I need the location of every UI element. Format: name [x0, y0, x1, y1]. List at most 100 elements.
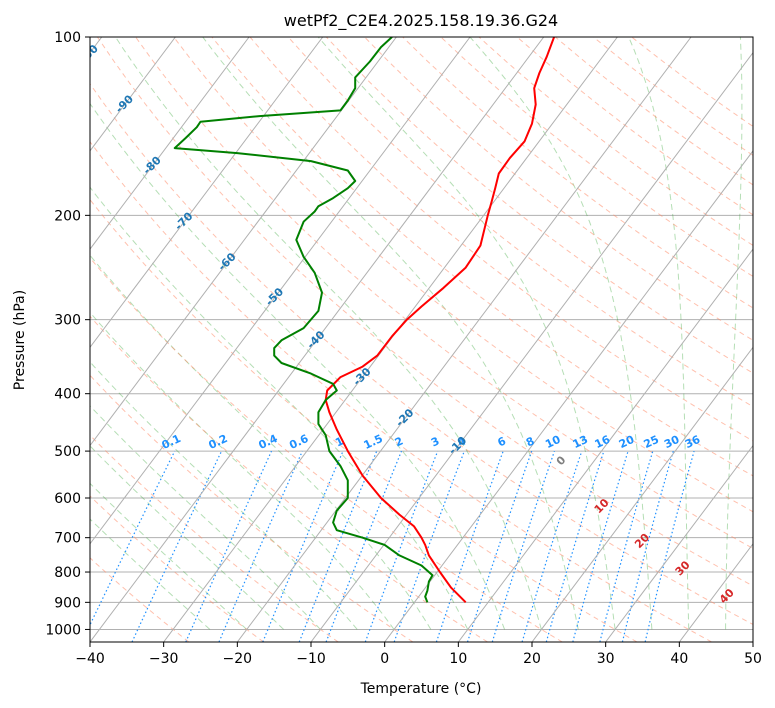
dry-adiabat-line [364, 37, 753, 341]
y-tick-label: 800 [54, 565, 81, 581]
y-axis: 100 200 300 400 500 600 700 800 900 1000 [45, 30, 90, 638]
mixing-ratio-label: 0.6 [287, 432, 310, 452]
moist-adiabat-label: 30 [673, 558, 693, 578]
mixing-ratio-label: 16 [593, 433, 613, 451]
dry-adiabat-line [96, 37, 753, 587]
mixing-ratio-label: 0.2 [206, 432, 229, 452]
isotherm-line [605, 444, 753, 642]
mixing-ratio-label: 36 [683, 433, 703, 451]
moist-adiabat-line [90, 482, 248, 630]
isotherm-line [90, 37, 545, 642]
moist-adiabat-line [469, 37, 653, 630]
dry-adiabat-line [478, 37, 753, 246]
moist-adiabat-line [90, 186, 469, 630]
mixing-ratio-line [185, 450, 273, 642]
isotherm-line [531, 346, 753, 642]
x-axis-label: Temperature (°C) [360, 681, 482, 697]
mixing-ratio-label: 3 [429, 434, 441, 449]
dry-adiabat-line [90, 257, 563, 642]
isotherm-line [752, 641, 753, 642]
mixing-ratio-line [545, 450, 605, 642]
y-tick-label: 700 [54, 531, 81, 547]
isotherm-line [310, 51, 753, 642]
x-tick-label: 0 [380, 651, 389, 667]
mixing-ratio-line [621, 450, 674, 642]
isotherm-label: -50 [263, 285, 286, 308]
mixing-ratio-lines [90, 450, 695, 642]
x-axis: −40 −30 −20 −10 0 10 20 30 40 50 [75, 642, 762, 667]
y-tick-label: 900 [54, 595, 81, 611]
x-tick-label: −30 [149, 651, 179, 667]
temperature-line [324, 37, 556, 604]
grid-lines [90, 37, 753, 630]
moist-adiabat-line [90, 518, 211, 630]
isotherm-line [236, 37, 692, 642]
x-tick-label: 10 [449, 651, 467, 667]
x-tick-label: 50 [744, 651, 762, 667]
dry-adiabat-line [90, 198, 638, 642]
mixing-ratio-line [364, 450, 439, 642]
y-tick-label: 100 [54, 30, 81, 46]
y-tick-label: 1000 [45, 622, 81, 638]
y-tick-label: 600 [54, 491, 81, 507]
isotherm-label: -40 [304, 328, 327, 351]
mixing-ratio-line [572, 450, 629, 642]
isotherm-line [90, 37, 471, 545]
mixing-ratio-line [393, 450, 465, 642]
isotherm-line [457, 248, 753, 642]
line-labels: 0.1 0.2 0.4 0.6 1 1.5 2 3 4 6 8 10 13 16 20 25 30 36-100-… [72, 42, 737, 606]
mixing-ratio-label: 10 [543, 433, 563, 451]
moist-adiabats [90, 37, 775, 630]
dry-adiabat-line [90, 83, 753, 625]
moist-adiabat-line [762, 37, 775, 629]
isotherm-label: -60 [215, 250, 238, 273]
y-axis-label: Pressure (hPa) [12, 290, 28, 390]
moist-adiabat-line [90, 102, 506, 630]
mixing-ratio-label: 0.4 [256, 432, 279, 452]
sounding-series [173, 37, 556, 604]
isotherm-line [90, 37, 176, 152]
isotherm-line [90, 37, 397, 447]
moist-adiabat-line [90, 311, 395, 630]
mixing-ratio-label: 1.5 [362, 432, 385, 452]
dry-adiabat-line [90, 495, 264, 642]
dry-adiabat-line [440, 37, 753, 278]
dry-adiabats [90, 37, 753, 642]
y-tick-label: 300 [54, 313, 81, 329]
isotherm-line [678, 542, 753, 642]
skewed-isotherms [90, 37, 753, 642]
mixing-ratio-label: 13 [571, 433, 590, 451]
mixing-ratio-label: 6 [495, 434, 508, 449]
mixing-ratio-line [218, 450, 303, 642]
mixing-ratio-line [90, 450, 176, 627]
moist-adiabat-line [317, 37, 616, 630]
moist-adiabat-line [628, 37, 690, 630]
moist-adiabat-label: 40 [717, 586, 737, 606]
chart-title: wetPf2_C2E4.2025.158.19.36.G24 [284, 11, 558, 31]
isotherm-label: -80 [140, 154, 163, 177]
dry-adiabat-line [402, 37, 753, 309]
mixing-ratio-line [435, 450, 504, 642]
mixing-ratio-line [466, 450, 533, 642]
mixing-ratio-line [491, 450, 555, 642]
moist-adiabat-label: 20 [632, 531, 652, 551]
dry-adiabat-line [90, 374, 414, 642]
x-tick-label: 40 [670, 651, 688, 667]
isotherm-label: -20 [393, 406, 416, 429]
isotherm-label: -100 [72, 42, 101, 71]
moist-adiabat-line [90, 254, 432, 630]
isotherm-label: -30 [350, 365, 373, 388]
dry-adiabat-line [211, 37, 753, 477]
moist-adiabat-line [90, 445, 284, 630]
y-tick-label: 200 [54, 208, 81, 224]
isotherm-label: -90 [113, 92, 136, 115]
mixing-ratio-label: 30 [662, 433, 682, 451]
x-tick-label: 30 [597, 651, 615, 667]
mixing-ratio-label: 20 [617, 433, 637, 451]
mixing-ratio-line [325, 450, 403, 642]
dry-adiabat-line [287, 37, 753, 408]
isotherm-line [90, 37, 250, 250]
moist-adiabat-line [115, 37, 542, 630]
mixing-ratio-label: 0.1 [160, 432, 183, 452]
isotherm-line [90, 37, 324, 349]
